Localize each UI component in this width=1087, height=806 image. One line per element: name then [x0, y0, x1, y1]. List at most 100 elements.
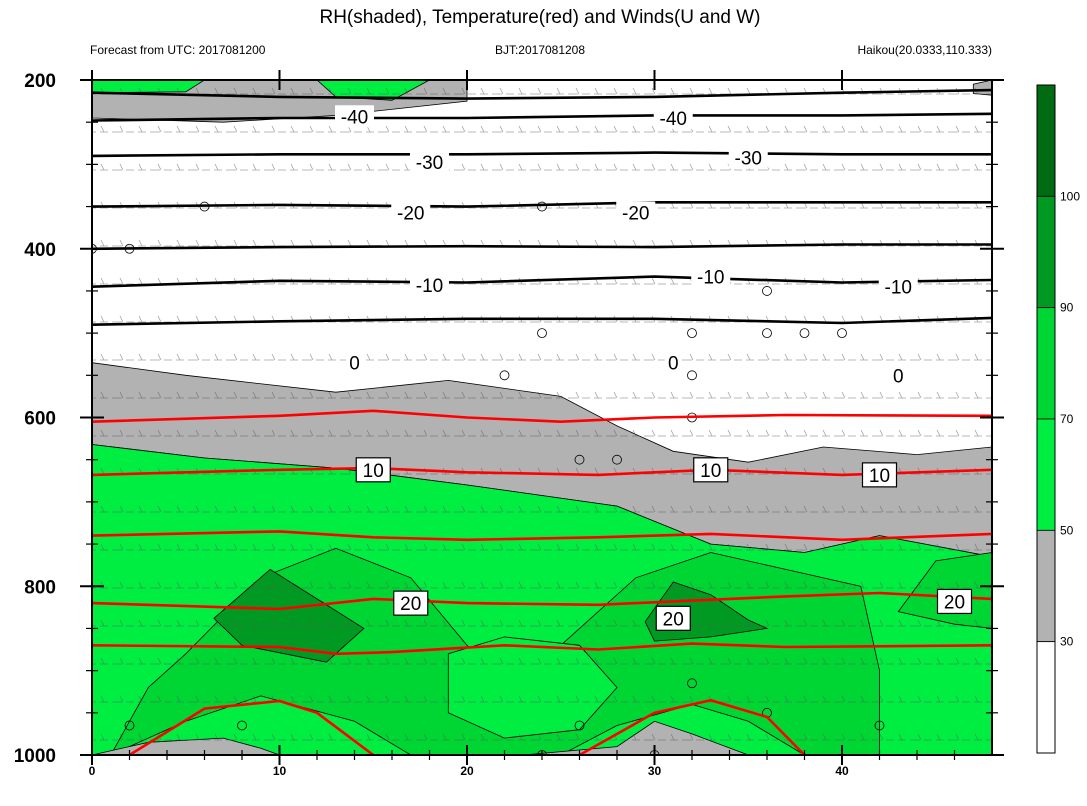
isotherm-line-6	[92, 316, 992, 326]
colorbar-label-0: 30	[1060, 635, 1074, 649]
calm-wind-marker-7	[762, 328, 772, 339]
isotherm-label-5: -20	[622, 203, 649, 224]
calm-wind-marker-13	[574, 454, 585, 465]
temperature-label-0: 10	[363, 461, 384, 482]
isotherm-line-4	[92, 243, 992, 251]
isotherm-line-3	[92, 201, 992, 208]
colorbar-label-1: 50	[1060, 523, 1074, 537]
temperature-layer	[92, 409, 992, 755]
isotherm-label-7: -10	[697, 268, 724, 289]
isotherm-label-8: -10	[885, 278, 912, 299]
y-tick-label-0: 200	[24, 71, 56, 92]
isotherm-label-bg-1	[653, 106, 693, 129]
calm-wind-marker-8	[799, 328, 810, 339]
calm-wind-marker-5	[537, 328, 547, 339]
isotherm-label-9: 0	[349, 354, 360, 375]
temperature-line-5	[128, 699, 375, 755]
calm-wind-marker-11	[687, 370, 697, 381]
isotherm-label-0: -40	[341, 107, 368, 128]
temperature-label-2: 10	[869, 466, 890, 487]
temperature-line-6	[578, 698, 806, 755]
colorbar-label-2: 70	[1060, 412, 1074, 426]
isotherm-line-1	[92, 112, 992, 122]
y-tick-label-1: 400	[24, 240, 56, 261]
temperature-label-4: 20	[663, 609, 684, 630]
temperature-label-5: 20	[944, 592, 965, 613]
temperature-label-1: 10	[700, 461, 721, 482]
calm-wind-marker-6	[687, 328, 697, 339]
calm-wind-marker-10	[499, 370, 510, 381]
y-tick-label-2: 600	[24, 409, 56, 430]
temperature-line-0	[92, 409, 992, 424]
x-tick-label-4: 40	[835, 764, 849, 778]
colorbar-segment-0	[1036, 84, 1056, 197]
calm-wind-marker-9	[837, 328, 847, 339]
colorbar-label-3: 90	[1060, 301, 1074, 315]
temperature-label-bg-3	[393, 590, 429, 616]
isotherm-label-10: 0	[668, 354, 679, 375]
temperature-label-bg-2	[861, 462, 898, 488]
y-tick-label-4: 1000	[14, 746, 56, 767]
chart-subtitle-center: BJT:2017081208	[495, 43, 585, 57]
temperature-label-bg-5	[936, 588, 973, 615]
isotherm-layer	[92, 88, 992, 326]
chart-subtitle-right: Haikou(20.0333,110.333)	[857, 43, 992, 57]
isotherm-line-0	[92, 88, 992, 100]
x-tick-label-1: 10	[273, 764, 287, 778]
calm-wind-marker-20	[874, 720, 885, 731]
temperature-line-2	[92, 530, 992, 542]
isotherm-label-bg-0	[335, 105, 374, 128]
calm-wind-marker-14	[612, 454, 622, 465]
temperature-label-bg-0	[355, 457, 391, 483]
isotherm-line-2	[92, 151, 992, 158]
calm-wind-marker-1	[537, 201, 547, 212]
colorbar-segment-3	[1036, 418, 1056, 531]
isotherm-label-11: 0	[893, 366, 904, 387]
calm-wind-marker-17	[124, 720, 135, 731]
isotherm-label-bg-4	[391, 201, 431, 224]
isotherm-label-bg-3	[728, 146, 768, 169]
isotherm-label-bg-11	[889, 364, 907, 387]
isotherm-label-bg-7	[691, 265, 731, 288]
isotherm-label-2: -30	[416, 153, 443, 174]
x-tick-label-3: 30	[648, 764, 662, 778]
calm-wind-marker-4	[762, 286, 772, 296]
isotherm-line-5	[92, 275, 992, 288]
isotherm-label-1: -40	[660, 109, 687, 130]
calm-wind-marker-18	[237, 720, 247, 731]
x-tick-label-0: 0	[89, 764, 96, 778]
chart-subtitle-left: Forecast from UTC: 2017081200	[90, 43, 266, 57]
isotherm-label-bg-8	[878, 275, 918, 298]
isotherm-label-bg-6	[410, 274, 449, 297]
isotherm-label-bg-9	[346, 351, 363, 374]
colorbar-frame	[1036, 84, 1056, 754]
temperature-label-bg-1	[693, 457, 729, 483]
temperature-line-1	[92, 466, 992, 477]
isotherm-label-bg-10	[664, 351, 682, 374]
isotherm-label-4: -20	[397, 203, 424, 224]
isotherm-label-3: -30	[735, 149, 762, 170]
temperature-line-4	[92, 642, 992, 656]
colorbar-segment-5	[1036, 641, 1056, 754]
isotherm-label-6: -10	[416, 276, 443, 297]
contour-label-layer: -40 -40 -30 -30 -20 -20 -10 -10 -10 0 0 0 10 10 10 20 20…	[335, 105, 973, 631]
colorbar-segment-4	[1036, 529, 1056, 643]
calm-wind-marker-15	[687, 678, 697, 689]
isotherm-label-bg-5	[616, 201, 656, 224]
x-axis: 0 10 20 30 40	[89, 70, 956, 778]
colorbar-segment-1	[1036, 195, 1056, 309]
chart-title: RH(shaded), Temperature(red) and Winds(U…	[319, 7, 760, 28]
plot-area: -40 -40 -30 -30 -20 -20 -10 -10 -10 0 0 0 10 10 10 20 20…	[91, 79, 993, 756]
temperature-label-3: 20	[400, 594, 421, 615]
calm-wind-marker-19	[574, 720, 585, 731]
temperature-line-3	[92, 591, 992, 611]
temperature-label-bg-4	[655, 605, 691, 631]
x-tick-label-2: 20	[460, 764, 474, 778]
colorbar: 30 50 70 90 100	[1036, 84, 1080, 754]
colorbar-segment-2	[1036, 307, 1056, 420]
y-tick-label-3: 800	[24, 577, 56, 598]
isotherm-label-bg-2	[410, 150, 449, 173]
colorbar-label-4: 100	[1060, 189, 1080, 203]
